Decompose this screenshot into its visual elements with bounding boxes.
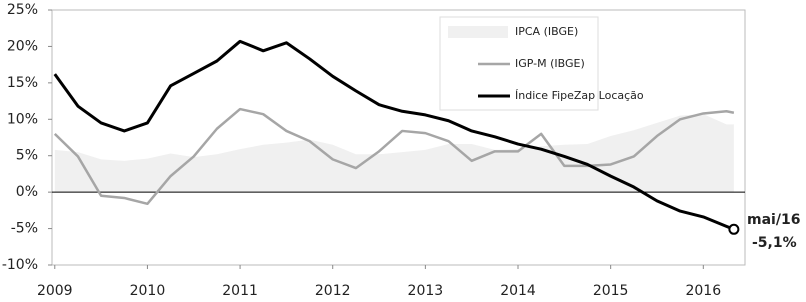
y-tick-label: -5%	[11, 221, 38, 237]
y-tick-label: 20%	[7, 38, 38, 54]
legend-label: IGP-M (IBGE)	[515, 57, 585, 70]
end-point	[728, 223, 740, 235]
y-tick-label: 5%	[16, 148, 38, 164]
x-tick-label: 2009	[37, 283, 73, 299]
area	[54, 114, 734, 193]
y-tick-label: -10%	[2, 257, 38, 273]
y-tick-label: 15%	[7, 75, 38, 91]
x-tick-label: 2012	[315, 283, 351, 299]
end-date-label: mai/16	[747, 212, 800, 228]
x-tick-label: 2013	[408, 283, 444, 299]
end-value-label: -5,1%	[752, 235, 797, 251]
x-tick-label: 2014	[500, 283, 536, 299]
legend-label: Índice FipeZap Locação	[515, 89, 644, 102]
y-tick-label: 25%	[7, 2, 38, 18]
x-tick-label: 2010	[130, 283, 166, 299]
x-tick-label: 2016	[685, 283, 721, 299]
x-tick-label: 2015	[593, 283, 629, 299]
legend-label: IPCA (IBGE)	[515, 25, 578, 38]
y-tick-label: 10%	[7, 111, 38, 127]
line	[53, 107, 735, 206]
y-tick-label: 0%	[16, 184, 38, 200]
legend-swatch	[448, 26, 508, 38]
x-tick-label: 2011	[222, 283, 258, 299]
line	[53, 39, 735, 231]
